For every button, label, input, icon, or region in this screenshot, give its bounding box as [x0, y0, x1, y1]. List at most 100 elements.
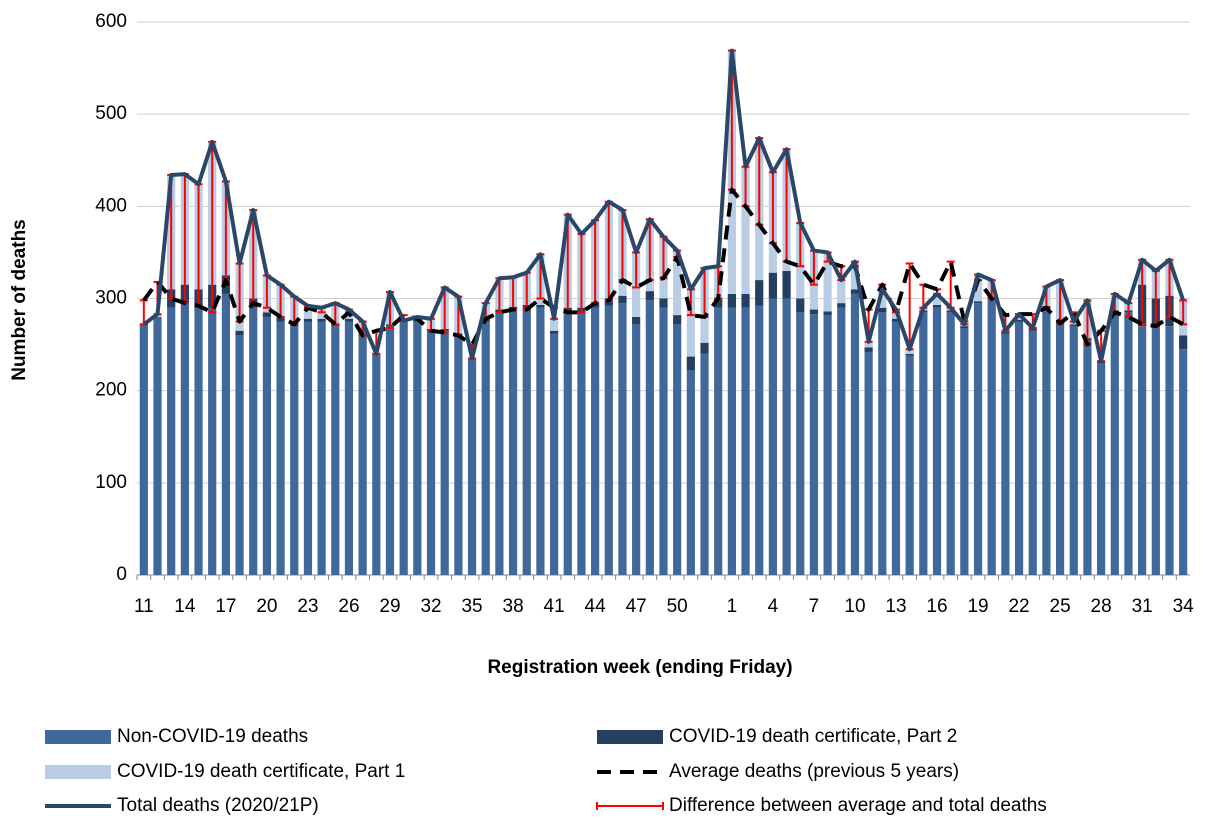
bar-segment	[960, 326, 969, 328]
bar-segment	[399, 321, 408, 575]
bar-segment	[673, 250, 682, 316]
x-tick-label: 35	[461, 596, 482, 617]
bar-segment	[960, 327, 969, 575]
bar-segment	[878, 312, 887, 575]
bar-segment	[782, 298, 791, 575]
bar-segment	[1069, 326, 1078, 575]
bar-segment	[823, 315, 832, 575]
bar-segment	[344, 321, 354, 575]
y-tick-label: 400	[95, 195, 127, 216]
bar-segment	[358, 330, 367, 575]
bar-segment	[946, 310, 955, 313]
bar-segment	[1124, 312, 1133, 575]
bar-segment	[837, 280, 846, 304]
bar-segment	[221, 293, 230, 575]
bar-segment	[235, 335, 244, 575]
bar-segment	[645, 300, 654, 575]
bar-segment	[563, 312, 572, 575]
bar-segment	[673, 315, 682, 325]
legend-label: Average deaths (previous 5 years)	[669, 761, 959, 782]
bar-segment	[973, 303, 983, 575]
x-tick-label: 14	[174, 596, 196, 617]
x-tick-label: 19	[967, 596, 988, 617]
bar-segment	[262, 312, 272, 317]
bar-segment	[549, 318, 559, 331]
bar-segment	[714, 298, 723, 308]
bar-segment	[167, 307, 176, 575]
bar-segment	[1028, 330, 1037, 575]
bar-segment	[536, 307, 545, 575]
bar-segment	[755, 305, 764, 575]
average-line	[142, 187, 1185, 347]
bar-segment	[290, 326, 299, 575]
bar-segment	[659, 307, 668, 575]
legend-swatch	[597, 730, 663, 744]
x-tick-label: 25	[1050, 596, 1071, 617]
bar-segment	[727, 307, 736, 575]
bar-segment	[454, 335, 463, 575]
bar-segment	[673, 324, 682, 575]
x-tick-label: 7	[809, 596, 820, 617]
y-tick-label: 600	[95, 11, 127, 32]
x-tick-label: 10	[844, 596, 865, 617]
bar-segment	[973, 301, 983, 304]
legend-label: COVID-19 death certificate, Part 1	[117, 761, 405, 782]
bar-segment	[878, 307, 887, 313]
y-axis-label: Number of deaths	[9, 219, 30, 381]
bar-segment	[727, 293, 736, 308]
bar-segment	[741, 307, 750, 575]
bar-segment	[823, 311, 832, 316]
x-tick-label: 50	[667, 596, 688, 617]
bar-segment	[645, 291, 654, 301]
bar-segment	[837, 303, 846, 308]
bar-segment	[837, 307, 846, 575]
x-tick-label: 41	[544, 596, 565, 617]
bar-segment	[1151, 324, 1160, 575]
y-tick-label: 0	[116, 564, 127, 585]
bar-segment	[372, 353, 381, 575]
bar-segment	[919, 312, 928, 575]
bar-segment	[317, 318, 326, 322]
legend-label: Total deaths (2020/21P)	[117, 795, 319, 816]
bar-segment	[782, 270, 791, 299]
bar-segment	[932, 293, 942, 305]
bar-segment	[905, 355, 914, 575]
bar-segment	[276, 321, 285, 575]
bar-segment	[618, 303, 627, 575]
bar-segment	[508, 309, 518, 575]
bar-segment	[249, 307, 258, 575]
y-tick-label: 100	[95, 472, 127, 493]
x-tick-label: 11	[134, 596, 154, 617]
bar-segment	[741, 166, 750, 294]
bar-segment	[344, 318, 354, 322]
bar-segment	[495, 312, 504, 575]
x-tick-label: 47	[626, 596, 647, 617]
bar-segment	[1083, 339, 1092, 575]
bar-segment	[1001, 333, 1010, 575]
bar-segment	[208, 307, 217, 575]
bar-segment	[891, 321, 901, 575]
y-tick-label: 300	[95, 288, 127, 309]
bar-segment	[317, 321, 326, 575]
bar-segment	[700, 342, 709, 354]
bar-segment	[905, 353, 914, 356]
bar-segment	[276, 316, 285, 322]
bar-segment	[946, 312, 955, 575]
bar-segment	[413, 321, 422, 575]
bar-segment	[549, 330, 559, 334]
x-axis-label: Registration week (ending Friday)	[487, 657, 792, 678]
bar-segment	[905, 349, 914, 354]
bar-segment	[180, 303, 189, 575]
bar-segment	[755, 280, 764, 306]
x-tick-label: 22	[1008, 596, 1029, 617]
y-tick-label: 200	[95, 380, 127, 401]
bar-segment	[850, 293, 860, 575]
x-tick-label: 32	[420, 596, 441, 617]
x-tick-label: 16	[926, 596, 947, 617]
bar-segment	[1179, 349, 1188, 575]
x-tick-label: 34	[1173, 596, 1195, 617]
bar-segment	[604, 305, 613, 575]
total-line	[142, 48, 1186, 364]
bar-segment	[235, 330, 244, 336]
